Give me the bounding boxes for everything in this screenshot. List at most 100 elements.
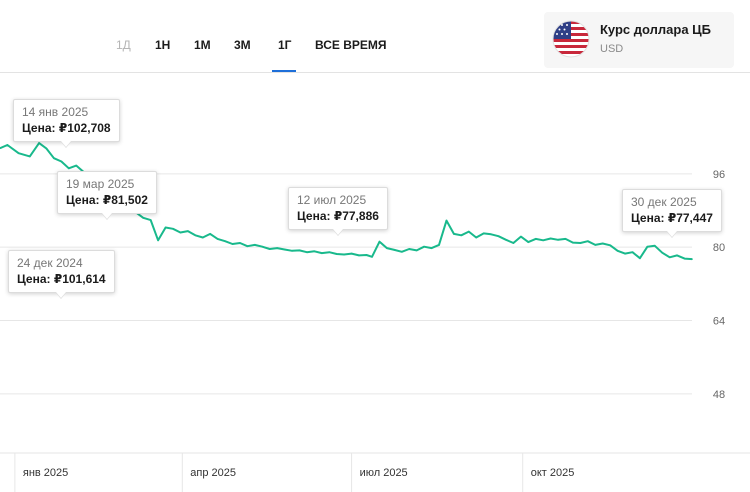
tab-1m[interactable]: 1М bbox=[194, 38, 211, 52]
x-tick-label: июл 2025 bbox=[360, 467, 408, 479]
data-point bbox=[276, 247, 278, 249]
data-point bbox=[187, 230, 189, 232]
data-point bbox=[587, 240, 589, 243]
tooltip-date: 12 июл 2025 bbox=[297, 193, 367, 207]
tooltip-date: 19 мар 2025 bbox=[66, 177, 135, 191]
data-point bbox=[45, 147, 48, 150]
data-point bbox=[430, 247, 433, 249]
data-point bbox=[6, 144, 9, 146]
tab-3m[interactable]: 3М bbox=[234, 38, 251, 52]
data-point bbox=[393, 249, 396, 251]
data-point bbox=[557, 239, 559, 241]
data-point bbox=[291, 250, 293, 252]
y-axis-ticks: 48 64 80 96 bbox=[713, 169, 725, 401]
data-point bbox=[68, 167, 70, 170]
data-point bbox=[534, 238, 537, 240]
data-point bbox=[350, 252, 353, 255]
data-point bbox=[321, 252, 323, 254]
data-point bbox=[239, 242, 241, 244]
y-tick-label: 96 bbox=[713, 169, 725, 181]
data-point bbox=[157, 239, 159, 242]
tooltip-date: 24 дек 2024 bbox=[17, 256, 83, 270]
data-point bbox=[631, 251, 634, 254]
data-point bbox=[505, 239, 507, 241]
data-point bbox=[624, 252, 626, 255]
tooltip-price-label: Цена: bbox=[66, 193, 100, 207]
tooltip-dec-30: 30 дек 2025 Цена: ₽77,447 bbox=[622, 189, 722, 232]
data-point bbox=[261, 245, 264, 248]
data-point bbox=[460, 234, 463, 237]
data-point bbox=[201, 236, 204, 239]
data-point bbox=[415, 249, 418, 252]
data-point bbox=[268, 248, 271, 250]
data-point bbox=[0, 147, 1, 149]
tab-1y[interactable]: 1Г bbox=[278, 38, 292, 52]
data-point bbox=[371, 255, 373, 258]
data-point bbox=[224, 240, 226, 243]
data-point bbox=[579, 242, 582, 244]
data-point bbox=[601, 242, 604, 245]
y-tick-label: 80 bbox=[713, 242, 725, 254]
tooltip-price: ₽81,502 bbox=[102, 193, 148, 207]
data-point bbox=[520, 235, 522, 238]
data-point bbox=[542, 239, 544, 242]
data-point bbox=[313, 250, 316, 253]
tooltip-price: ₽102,708 bbox=[58, 121, 111, 135]
data-point bbox=[401, 250, 403, 253]
data-point bbox=[549, 237, 552, 240]
tooltip-jul-12: 12 июл 2025 Цена: ₽77,886 bbox=[288, 187, 388, 230]
data-point bbox=[343, 253, 345, 256]
data-point bbox=[386, 247, 388, 249]
y-tick-label: 48 bbox=[713, 389, 725, 401]
tooltip-date: 14 янв 2025 bbox=[22, 105, 89, 119]
data-point bbox=[646, 245, 649, 248]
x-axis-ticks: янв 2025 апр 2025 июл 2025 окт 2025 bbox=[14, 453, 575, 492]
data-point bbox=[298, 249, 301, 252]
data-point bbox=[53, 157, 55, 160]
data-point bbox=[328, 251, 331, 254]
active-tab-indicator bbox=[272, 70, 296, 72]
data-point bbox=[691, 258, 693, 260]
data-point bbox=[254, 244, 256, 246]
tab-1d: 1Д bbox=[116, 38, 131, 52]
tooltip-price: ₽77,886 bbox=[333, 209, 379, 223]
data-point bbox=[572, 241, 574, 244]
data-point bbox=[609, 244, 611, 247]
data-point bbox=[683, 257, 686, 260]
tooltip-jan-14: 14 янв 2025 Цена: ₽102,708 bbox=[13, 99, 120, 142]
data-point bbox=[564, 238, 567, 240]
y-tick-label: 64 bbox=[713, 316, 725, 328]
data-point bbox=[467, 230, 470, 233]
tab-1w[interactable]: 1Н bbox=[155, 38, 171, 52]
tab-all-time[interactable]: ВСЕ ВРЕМЯ bbox=[315, 38, 387, 52]
data-point bbox=[142, 217, 145, 219]
data-point bbox=[172, 228, 174, 230]
data-point bbox=[209, 233, 212, 235]
data-point bbox=[490, 233, 492, 236]
tooltip-dec-24-2024: 24 дек 2024 Цена: ₽101,614 bbox=[8, 250, 115, 293]
data-point bbox=[661, 251, 664, 254]
price-chart[interactable]: 48 64 80 96 янв 2025 апр 2025 июл 2025 окт 202… bbox=[0, 73, 750, 492]
data-point bbox=[38, 142, 40, 144]
data-point bbox=[653, 244, 656, 247]
data-point bbox=[482, 232, 485, 235]
tooltip-price-label: Цена: bbox=[22, 121, 56, 135]
price-series-points bbox=[0, 142, 693, 260]
header-divider bbox=[0, 72, 750, 73]
tooltip-price: ₽101,614 bbox=[53, 272, 106, 286]
data-point bbox=[616, 250, 619, 252]
data-point bbox=[512, 242, 515, 244]
data-point bbox=[676, 254, 678, 257]
data-point bbox=[408, 248, 411, 250]
x-tick-label: окт 2025 bbox=[531, 467, 575, 479]
data-point bbox=[453, 233, 455, 235]
data-point bbox=[594, 244, 597, 246]
data-point bbox=[164, 226, 167, 229]
data-point bbox=[60, 160, 63, 163]
asset-code: USD bbox=[600, 43, 624, 55]
data-point bbox=[423, 245, 425, 248]
tooltip-price-label: Цена: bbox=[17, 272, 51, 286]
tooltip-mar-19: 19 мар 2025 Цена: ₽81,502 bbox=[57, 171, 157, 214]
data-point bbox=[639, 257, 641, 259]
data-point bbox=[179, 231, 182, 234]
